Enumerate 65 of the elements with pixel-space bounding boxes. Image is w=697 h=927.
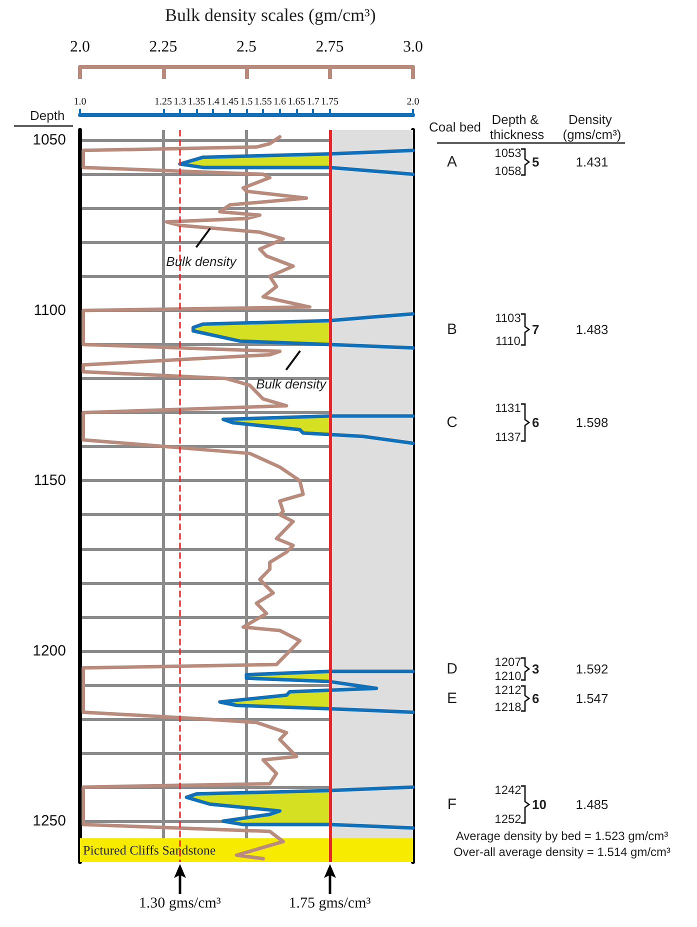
text: 1242: [494, 783, 522, 797]
text: 1131: [495, 401, 522, 415]
x-tick-label: 1.4: [206, 96, 220, 108]
x-tick-label: 1.6: [274, 96, 286, 108]
text: 6: [532, 415, 540, 430]
x-tick-label: 1.0: [74, 96, 86, 108]
text: 1103: [495, 311, 522, 325]
x-tick-label: 1.55: [254, 96, 272, 108]
y-tick-label: 1050: [32, 132, 66, 149]
text: 1.598: [576, 415, 608, 430]
text: 1207: [494, 655, 522, 669]
text: 1110: [496, 334, 521, 348]
text: Coal bed: [428, 120, 482, 134]
x2-tick-label: 3.0: [403, 38, 423, 56]
text: 1210: [494, 669, 522, 683]
text: B: [446, 321, 458, 338]
text: 1.547: [576, 691, 608, 706]
text: 1058: [494, 164, 522, 178]
ref-line-label: 1.75 gms/cm³: [288, 896, 372, 912]
x2-tick-label: 2.75: [316, 38, 344, 56]
x2-tick-label: 2.5: [236, 38, 256, 56]
x-tick-label: 1.65: [288, 96, 306, 108]
text: 5: [532, 154, 540, 170]
x2-tick-label: 2.25: [149, 38, 178, 56]
text: 1.485: [576, 797, 608, 812]
x-tick-label: 1.3: [174, 96, 186, 108]
text: Depth & thickness: [490, 112, 545, 142]
text: 3: [532, 662, 540, 676]
text: 1218: [494, 700, 522, 714]
y-axis-title: Depth: [30, 108, 65, 123]
text: D: [446, 660, 458, 678]
text: C: [446, 414, 458, 431]
x-tick-label: 1.35: [188, 96, 206, 108]
x2-tick-label: 2.0: [70, 38, 90, 56]
x-tick-label: 1.75: [321, 96, 338, 108]
ref-line-label: 1.30 gms/cm³: [138, 896, 222, 912]
text: Average density by bed = 1.523 gm/cm³: [456, 829, 668, 843]
x-tick-label: 1.45: [221, 96, 239, 108]
band-label: Pictured Cliffs Sandstone: [83, 842, 216, 858]
x-tick-label: 2.0: [406, 96, 420, 108]
text: 1.592: [576, 662, 608, 676]
x-tick-label: 1.7: [306, 96, 320, 108]
chart-title: Bulk density scales (gm/cm³): [165, 5, 376, 25]
text: 7: [532, 322, 540, 337]
text: 1.483: [576, 322, 608, 337]
x-tick-label: 1.25: [154, 96, 172, 108]
text: Over-all average density = 1.514 gm/cm³: [453, 845, 671, 859]
x-tick-label: 1.5: [240, 96, 253, 108]
y-tick-label: 1250: [32, 812, 66, 830]
text: 1137: [495, 430, 522, 444]
annotation: Bulk density: [256, 376, 328, 392]
text: Density (gms/cm³): [562, 112, 622, 142]
text: 10: [532, 797, 546, 812]
y-tick-label: 1200: [32, 642, 66, 660]
y-tick-label: 1100: [34, 302, 66, 319]
text: F: [447, 796, 457, 813]
text: A: [446, 154, 458, 170]
text: 6: [532, 691, 540, 706]
y-tick-label: 1150: [34, 472, 66, 490]
text: E: [446, 690, 458, 707]
annotation: Bulk density: [166, 254, 238, 269]
text: 1212: [494, 683, 522, 697]
text: 1252: [494, 812, 522, 826]
text: 1.431: [576, 154, 608, 170]
text: 1053: [494, 146, 522, 160]
